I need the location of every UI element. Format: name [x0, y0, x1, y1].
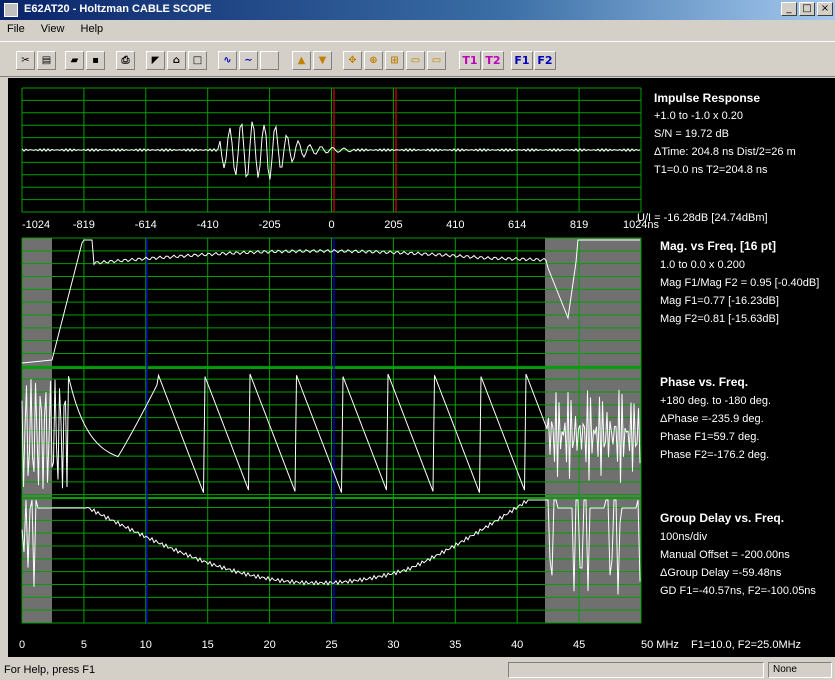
f1-button[interactable]: F1	[511, 51, 533, 70]
t1-button[interactable]: T1	[459, 51, 481, 70]
mag-line: 1.0 to 0.0 x 0.200	[660, 259, 745, 271]
pointer-icon[interactable]: ◤	[146, 51, 165, 70]
impulse-title: Impulse Response	[654, 91, 760, 105]
impulse-trace	[21, 121, 641, 180]
f2-button[interactable]: F2	[534, 51, 556, 70]
frequency-panels: 0 5 10 15 20 25 30 35 40 45 50 MHz F1=10.0, F2=25.…	[19, 237, 819, 651]
frame-icon[interactable]: □	[188, 51, 207, 70]
phase-icon[interactable]: ⊕	[364, 51, 383, 70]
freq-tick-label: 35	[449, 639, 461, 651]
maximize-button[interactable]: □	[799, 2, 815, 16]
time-axis: -1024 -819 -614 -410 -205 0 205 410 614 819 1024ns	[22, 219, 660, 231]
frequency-grid	[21, 237, 642, 624]
title-bar: E62AT20 - Holtzman CABLE SCOPE _ □ ×	[0, 0, 835, 20]
impulse-line: T1=0.0 ns T2=204.8 ns	[654, 164, 768, 176]
scope-display[interactable]: -1024 -819 -614 -410 -205 0 205 410 614 819 1024ns…	[8, 78, 835, 657]
menu-bar: File View Help	[0, 20, 835, 40]
time-tick-label: 205	[384, 219, 402, 231]
freq-tick-label: 10	[140, 639, 152, 651]
home-icon[interactable]: ⌂	[167, 51, 186, 70]
menu-file[interactable]: File	[7, 23, 25, 35]
phase-title: Phase vs. Freq.	[660, 375, 748, 389]
time-tick-label: -410	[197, 219, 219, 231]
status-mode: None	[768, 662, 832, 678]
span-icon[interactable]: ⊞	[385, 51, 404, 70]
blank-icon[interactable]	[260, 51, 279, 70]
menu-view[interactable]: View	[40, 23, 65, 35]
gd-title: Group Delay vs. Freq.	[660, 511, 784, 525]
t2-button[interactable]: T2	[482, 51, 504, 70]
close-button[interactable]: ×	[817, 2, 833, 16]
copy-icon[interactable]: ▤	[37, 51, 56, 70]
minimize-button[interactable]: _	[781, 2, 797, 16]
freq-tick-label: 40	[511, 639, 523, 651]
toolbar: ✂ ▤ ▰ ▪ ⎙ ◤ ⌂ □ ∿ ∼ ▲ ▼ ✥ ⊕ ⊞ ▭ ▭ T1 T2 …	[0, 41, 835, 77]
menu-help[interactable]: Help	[80, 23, 104, 35]
move-icon[interactable]: ✥	[343, 51, 362, 70]
time-tick-label: -1024	[22, 219, 50, 231]
impulse-line: ΔTime: 204.8 ns Dist/2=26 m	[654, 146, 796, 158]
app-icon[interactable]	[4, 3, 18, 17]
gd-line: 100ns/div	[660, 531, 708, 543]
sine-icon[interactable]: ∼	[239, 51, 258, 70]
print-icon[interactable]: ⎙	[116, 51, 135, 70]
wave-icon[interactable]: ∿	[218, 51, 237, 70]
impulse-panel: -1024 -819 -614 -410 -205 0 205 410 614 819 1024ns…	[21, 87, 796, 231]
impulse-line: +1.0 to -1.0 x 0.20	[654, 110, 743, 122]
impulse-line: S/N = 19.72 dB	[654, 128, 729, 140]
freq-tick-label: 45	[573, 639, 585, 651]
freq-tick-label: 20	[263, 639, 275, 651]
cut-icon[interactable]: ✂	[16, 51, 35, 70]
time-tick-label: 1024ns	[623, 219, 660, 231]
save-icon[interactable]: ▪	[86, 51, 105, 70]
mag-line: Mag F1/Mag F2 = 0.95 [-0.40dB]	[660, 277, 819, 289]
group-delay-trace	[21, 499, 641, 595]
mag-title: Mag. vs Freq. [16 pt]	[660, 239, 776, 253]
time-tick-label: -205	[259, 219, 281, 231]
magnitude-trace	[21, 239, 640, 364]
freq-markers: F1=10.0, F2=25.0MHz	[691, 639, 801, 651]
time-tick-label: -819	[73, 219, 95, 231]
freq-tick-label: 30	[387, 639, 399, 651]
mag2-icon[interactable]: ▼	[313, 51, 332, 70]
freq-tick-label: 25	[325, 639, 337, 651]
time-tick-label: 0	[328, 219, 334, 231]
time-tick-label: 614	[508, 219, 526, 231]
ui-ratio: U/I = -16.28dB [24.74dBm]	[637, 212, 768, 224]
gd2-icon[interactable]: ▭	[427, 51, 446, 70]
open-icon[interactable]: ▰	[65, 51, 84, 70]
freq-tick-label: 0	[19, 639, 25, 651]
window-title: E62AT20 - Holtzman CABLE SCOPE	[24, 3, 212, 15]
gd-line: Manual Offset = -200.00ns	[660, 549, 790, 561]
gd-line: ΔGroup Delay =-59.48ns	[660, 567, 782, 579]
gd-line: GD F1=-40.57ns, F2=-100.05ns	[660, 585, 816, 597]
gd-icon[interactable]: ▭	[406, 51, 425, 70]
time-tick-label: 410	[446, 219, 464, 231]
phase-line: +180 deg. to -180 deg.	[660, 395, 771, 407]
mag-line: Mag F1=0.77 [-16.23dB]	[660, 295, 779, 307]
mag-line: Mag F2=0.81 [-15.63dB]	[660, 313, 779, 325]
mag-icon[interactable]: ▲	[292, 51, 311, 70]
phase-line: ΔPhase =-235.9 deg.	[660, 413, 764, 425]
freq-tick-label: 15	[202, 639, 214, 651]
freq-tick-label: 50 MHz	[641, 639, 679, 651]
phase-line: Phase F2=-176.2 deg.	[660, 449, 769, 461]
phase-trace	[21, 373, 641, 493]
time-tick-label: 819	[570, 219, 588, 231]
frequency-axis: 0 5 10 15 20 25 30 35 40 45 50 MHz	[19, 639, 679, 651]
phase-line: Phase F1=59.7 deg.	[660, 431, 759, 443]
time-tick-label: -614	[135, 219, 157, 231]
status-pane-empty	[508, 662, 764, 678]
freq-tick-label: 5	[81, 639, 87, 651]
status-help-text: For Help, press F1	[4, 664, 96, 676]
status-bar: For Help, press F1 None	[0, 660, 835, 680]
